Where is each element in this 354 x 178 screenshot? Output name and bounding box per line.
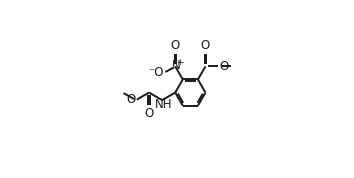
Text: O: O xyxy=(144,107,154,120)
Text: O: O xyxy=(126,93,135,106)
Text: O: O xyxy=(171,39,180,52)
Text: ⁻O: ⁻O xyxy=(148,66,164,79)
Text: NH: NH xyxy=(155,98,173,111)
Text: N: N xyxy=(172,59,181,72)
Text: +: + xyxy=(176,58,184,67)
Text: O: O xyxy=(219,60,229,73)
Text: O: O xyxy=(201,39,210,52)
